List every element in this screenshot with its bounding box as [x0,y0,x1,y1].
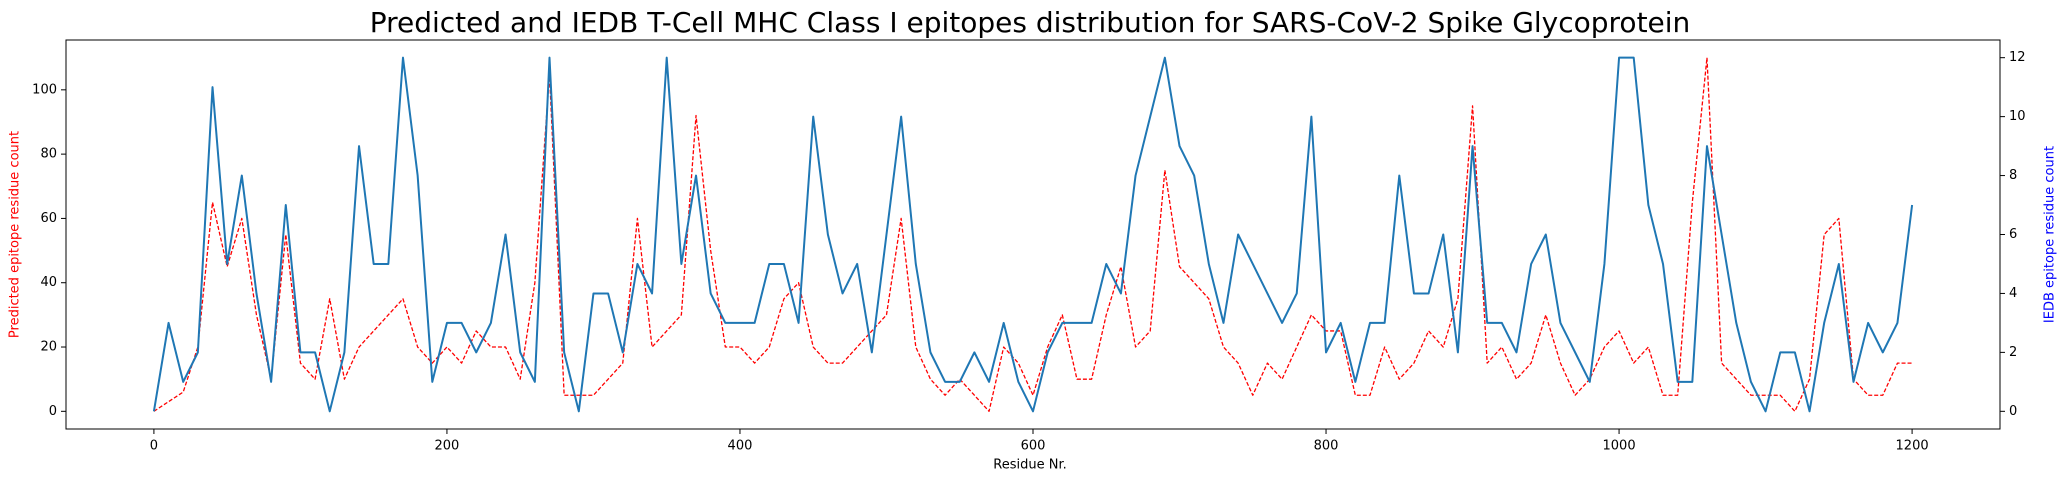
y2-tick-label: 12 [2009,50,2026,65]
chart-title: Predicted and IEDB T-Cell MHC Class I ep… [370,6,1691,39]
y-tick-label: 0 [49,404,57,419]
y-tick-label: 40 [40,275,57,290]
x-tick-label: 0 [150,439,158,454]
x-tick-label: 1200 [1896,439,1929,454]
y2-tick-label: 8 [2009,168,2017,183]
x-tick-label: 800 [1314,439,1339,454]
line-series [152,56,1914,413]
y2-axis-label: IEDB epitope residue count [2043,146,2058,323]
y2-tick-label: 10 [2009,109,2026,124]
y-tick-label: 100 [32,82,57,97]
y2-tick-label: 2 [2009,345,2017,360]
x-tick-label: 600 [1021,439,1046,454]
x-tick-label: 1000 [1603,439,1636,454]
y2-tick-label: 6 [2009,227,2017,242]
y-axis-label: Predicted epitope residue count [8,131,23,338]
plot-frame [65,39,2001,430]
x-axis-label: Residue Nr. [993,458,1066,473]
line-series [153,57,1913,412]
x-tick-label: 400 [728,439,753,454]
y-tick-label: 20 [40,340,57,355]
y2-tick-label: 4 [2009,286,2017,301]
y-tick-label: 60 [40,211,57,226]
y-tick-label: 80 [40,147,57,162]
x-tick-label: 200 [435,439,460,454]
y2-tick-label: 0 [2009,404,2017,419]
